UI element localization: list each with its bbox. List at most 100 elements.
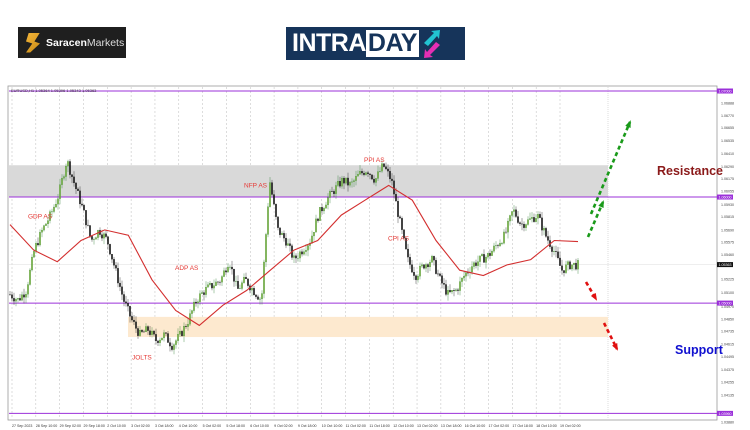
candle-body [69, 161, 71, 175]
candle-body [67, 161, 69, 167]
candle-body [155, 334, 157, 342]
candle-body [145, 326, 147, 333]
candle-body [527, 219, 529, 225]
candle-body [413, 271, 415, 276]
x-tick-label: 13 Oct 02:00 [417, 424, 438, 428]
candle-body [473, 262, 475, 267]
candle-body [285, 237, 287, 246]
candle-body [419, 265, 421, 277]
y-tick-label: 1.05225 [721, 278, 734, 282]
moving-average-line [9, 184, 579, 327]
candle-body [347, 177, 349, 186]
candle-body [349, 182, 351, 186]
candle-body [441, 275, 443, 284]
candle-body [131, 316, 133, 321]
candle-body [21, 294, 23, 301]
candle-body [313, 232, 315, 237]
candle-body [539, 214, 541, 218]
candle-body [357, 174, 359, 177]
candle-body [261, 293, 263, 300]
candle-body [389, 171, 391, 180]
candle-body [199, 293, 201, 302]
candle-body [107, 236, 109, 245]
candle-body [429, 262, 431, 268]
candle-body [339, 181, 341, 187]
y-tick-label: 1.04255 [721, 381, 734, 385]
y-tick-label: 1.04495 [721, 355, 734, 359]
y-tick-label: 1.05930 [721, 203, 734, 207]
candle-body [477, 261, 479, 266]
candle-body [195, 301, 197, 304]
candle-body [545, 228, 547, 237]
candle-body [541, 217, 543, 231]
candle-body [493, 245, 495, 252]
candle-body [245, 277, 247, 280]
candle-body [445, 284, 447, 295]
candle-body [273, 194, 275, 205]
event-annotation: ADP AS [175, 265, 199, 272]
event-annotation: NFP AS [244, 183, 268, 190]
x-tick-label: 17 Oct 18:00 [512, 424, 533, 428]
candle-body [345, 177, 347, 184]
candle-body [39, 232, 41, 246]
intraday-part2: DAY [365, 29, 419, 57]
x-tick-label: 19 Oct 02:00 [560, 424, 581, 428]
candle-body [301, 251, 303, 255]
candle-body [525, 224, 527, 228]
arrows-icon [423, 29, 440, 58]
candle-body [375, 178, 377, 183]
current-price-label: 1.05363 [719, 263, 732, 267]
candle-body [81, 203, 83, 206]
candle-body [377, 171, 379, 179]
y-tick-label: 1.04735 [721, 330, 734, 334]
candle-body [117, 268, 119, 284]
y-tick-label: 1.04615 [721, 342, 734, 346]
candle-body [181, 331, 183, 337]
chart-frame [7, 85, 718, 421]
price-level-label: 1.06000 [719, 196, 732, 200]
x-tick-label: 3 Oct 18:00 [155, 424, 174, 428]
candle-body [411, 264, 413, 273]
candle-body [231, 266, 233, 270]
price-level-tag [717, 300, 733, 306]
y-tick-label: 1.06410 [721, 152, 734, 156]
candle-body [97, 230, 99, 238]
candle-body [507, 220, 509, 233]
candle-body [559, 257, 561, 266]
candle-body [529, 218, 531, 220]
candle-body [169, 342, 171, 347]
candle-body [17, 298, 19, 300]
x-tick-label: 28 Sep 10:00 [36, 424, 57, 428]
candle-body [281, 233, 283, 235]
candle-body [361, 171, 363, 174]
candle-body [213, 285, 215, 289]
candle-body [425, 264, 427, 269]
candle-body [449, 290, 451, 293]
candle-body [553, 251, 555, 252]
candle-body [571, 264, 573, 270]
candle-body [167, 333, 169, 343]
candle-body [397, 201, 399, 217]
candle-body [423, 264, 425, 269]
candle-body [27, 284, 29, 295]
y-tick-label: 1.05575 [721, 241, 734, 245]
intraday-logo: INTRA DAY [286, 27, 465, 60]
candle-body [561, 265, 563, 271]
candle-body [421, 264, 423, 267]
brand-light: Markets [86, 36, 125, 49]
candle-body [137, 328, 139, 336]
x-tick-label: 11 Oct 18:00 [369, 424, 389, 428]
current-price-tag [717, 262, 733, 268]
candle-body [289, 243, 291, 246]
candle-body [153, 330, 155, 335]
candle-body [275, 203, 277, 217]
candle-body [355, 176, 357, 181]
candle-body [179, 331, 181, 335]
candle-body [283, 233, 285, 239]
x-tick-label: 12 Oct 10:00 [393, 424, 414, 428]
candle-body [223, 270, 225, 277]
candle-body [547, 236, 549, 241]
y-tick-label: 1.06770 [721, 114, 734, 118]
candle-body [555, 251, 557, 252]
candle-body [57, 198, 59, 205]
